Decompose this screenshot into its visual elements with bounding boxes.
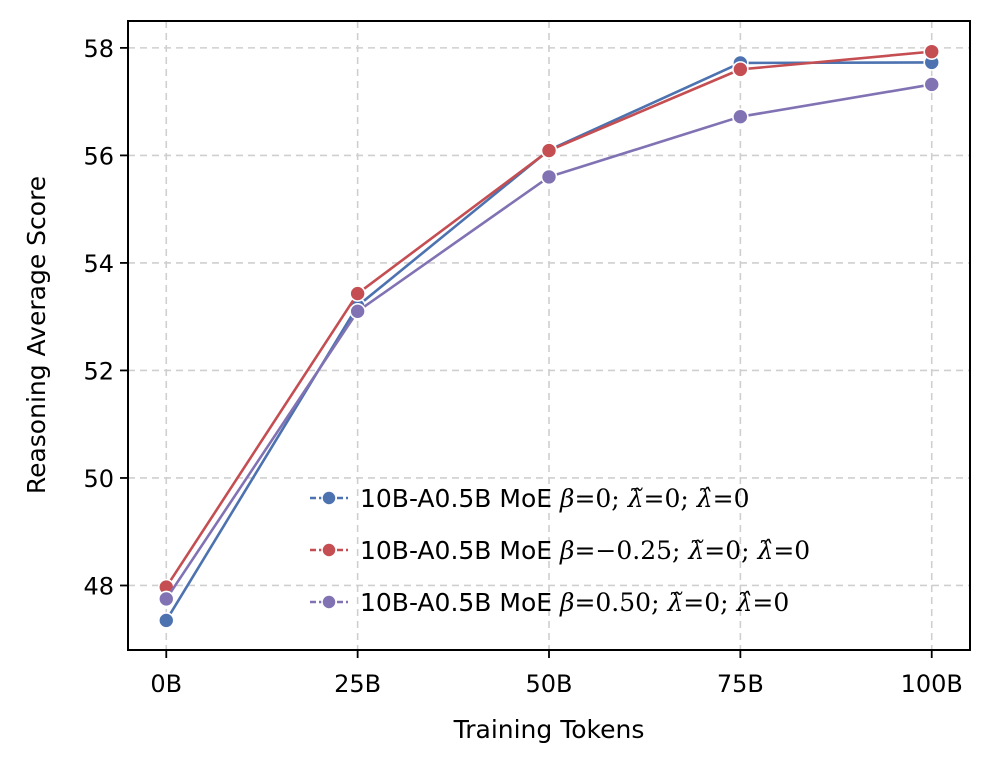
x-tick-label: 75B bbox=[717, 670, 764, 698]
data-point bbox=[540, 168, 558, 186]
data-point bbox=[923, 43, 941, 60]
legend-label: 10B-A0.5B MoE β=0; λ̃=0; λ̂=0 bbox=[360, 484, 750, 513]
data-point bbox=[732, 61, 749, 78]
y-tick-label: 54 bbox=[83, 250, 114, 278]
data-point bbox=[349, 285, 366, 302]
series-3 bbox=[157, 76, 941, 608]
series-layer bbox=[157, 43, 941, 629]
y-tick-label: 56 bbox=[83, 142, 114, 170]
legend-entry-1: 10B-A0.5B MoE β=0; λ̃=0; λ̂=0 bbox=[310, 484, 750, 513]
y-axis-title: Reasoning Average Score bbox=[22, 176, 51, 494]
legend-marker bbox=[321, 594, 337, 610]
data-point bbox=[157, 590, 175, 608]
legend-label: 10B-A0.5B MoE β=−0.25; λ̃=0; λ̂=0 bbox=[360, 536, 810, 565]
x-axis-title: Training Tokens bbox=[453, 715, 645, 744]
legend-marker bbox=[321, 490, 337, 506]
y-tick-label: 58 bbox=[83, 35, 114, 63]
y-tick-label: 52 bbox=[83, 357, 114, 385]
data-point bbox=[732, 108, 749, 125]
data-point bbox=[349, 303, 366, 320]
legend-entry-3: 10B-A0.5B MoE β=0.50; λ̃=0; λ̂=0 bbox=[310, 588, 789, 617]
x-tick-label: 100B bbox=[901, 670, 963, 698]
axes: 0B 25B 50B 75B 100B 48 50 52 54 56 58 bbox=[83, 35, 962, 698]
y-tick-label: 48 bbox=[83, 572, 114, 600]
x-tick-label: 0B bbox=[150, 670, 182, 698]
legend: 10B-A0.5B MoE β=0; λ̃=0; λ̂=0 10B-A0.5B M… bbox=[310, 484, 810, 617]
y-tick-label: 50 bbox=[83, 465, 114, 493]
plot-frame bbox=[127, 20, 971, 651]
data-point bbox=[540, 142, 558, 159]
x-tick-label: 25B bbox=[334, 670, 381, 698]
legend-entry-2: 10B-A0.5B MoE β=−0.25; λ̃=0; λ̂=0 bbox=[310, 536, 810, 565]
x-tick-label: 50B bbox=[525, 670, 572, 698]
data-point bbox=[157, 612, 175, 629]
series-2 bbox=[157, 43, 941, 596]
data-point bbox=[923, 76, 941, 93]
legend-label: 10B-A0.5B MoE β=0.50; λ̃=0; λ̂=0 bbox=[360, 588, 789, 617]
legend-marker bbox=[321, 542, 337, 558]
